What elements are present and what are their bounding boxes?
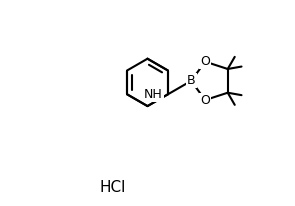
Text: O: O xyxy=(200,55,210,68)
Text: HCl: HCl xyxy=(99,180,126,195)
Text: O: O xyxy=(200,94,210,107)
Text: NH: NH xyxy=(144,88,163,101)
Text: B: B xyxy=(187,74,196,87)
